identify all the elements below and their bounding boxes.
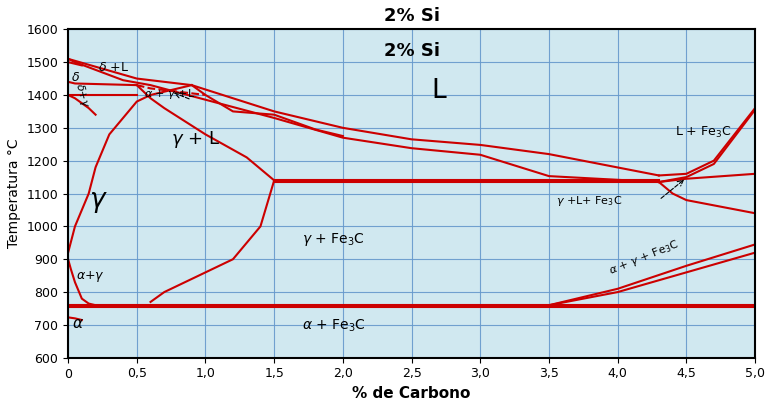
Text: $\gamma$ +L+ Fe$_3$C: $\gamma$ +L+ Fe$_3$C xyxy=(556,194,622,208)
Text: $\delta$+$\gamma$: $\delta$+$\gamma$ xyxy=(73,81,93,109)
Text: $\delta$: $\delta$ xyxy=(71,71,80,84)
Text: 2% Si: 2% Si xyxy=(384,42,439,60)
Text: $\alpha$+$\gamma$: $\alpha$+$\gamma$ xyxy=(76,269,105,284)
Text: L + Fe$_3$C: L + Fe$_3$C xyxy=(676,125,732,140)
Text: $\delta$ +L: $\delta$ +L xyxy=(98,61,129,74)
Text: L: L xyxy=(432,78,446,104)
Text: $\gamma$: $\gamma$ xyxy=(89,188,108,215)
Y-axis label: Temperatura °C: Temperatura °C xyxy=(7,139,21,248)
Text: $\gamma$ + L: $\gamma$ + L xyxy=(171,129,220,150)
Text: $\alpha$: $\alpha$ xyxy=(73,316,84,331)
Text: $\gamma$ + Fe$_3$C: $\gamma$ + Fe$_3$C xyxy=(302,231,364,248)
Text: $\alpha$ + $\gamma$ + Fe$_3$C: $\alpha$ + $\gamma$ + Fe$_3$C xyxy=(607,237,681,278)
Text: $\alpha$ + $\gamma$ +L: $\alpha$ + $\gamma$ +L xyxy=(144,86,195,101)
X-axis label: % de Carbono: % de Carbono xyxy=(352,386,471,401)
Title: 2% Si: 2% Si xyxy=(384,7,439,25)
Text: $\alpha$ + Fe$_3$C: $\alpha$ + Fe$_3$C xyxy=(302,318,365,334)
